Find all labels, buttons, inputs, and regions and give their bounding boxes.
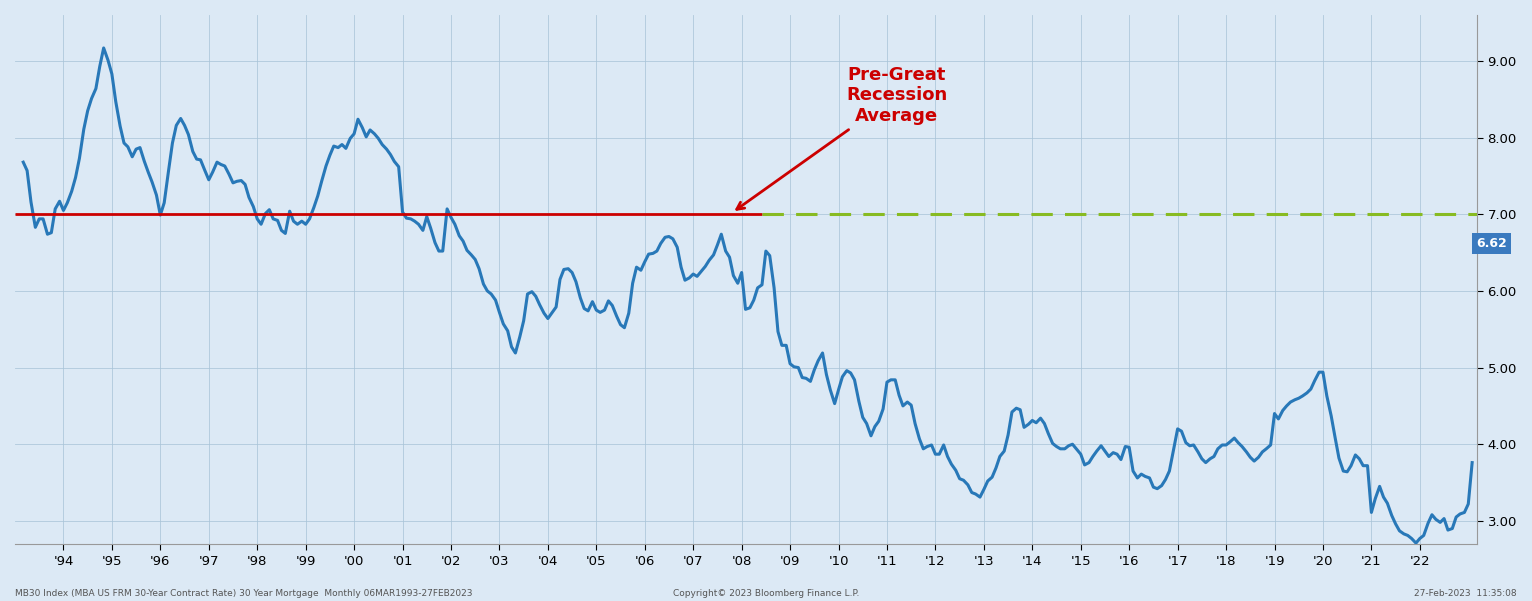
Text: 6.62: 6.62 (1475, 237, 1507, 250)
Text: Pre-Great
Recession
Average: Pre-Great Recession Average (737, 66, 947, 209)
Text: 27-Feb-2023  11:35:08: 27-Feb-2023 11:35:08 (1414, 589, 1517, 598)
Text: MB30 Index (MBA US FRM 30-Year Contract Rate) 30 Year Mortgage  Monthly 06MAR199: MB30 Index (MBA US FRM 30-Year Contract … (15, 589, 473, 598)
Text: Copyright© 2023 Bloomberg Finance L.P.: Copyright© 2023 Bloomberg Finance L.P. (673, 589, 859, 598)
